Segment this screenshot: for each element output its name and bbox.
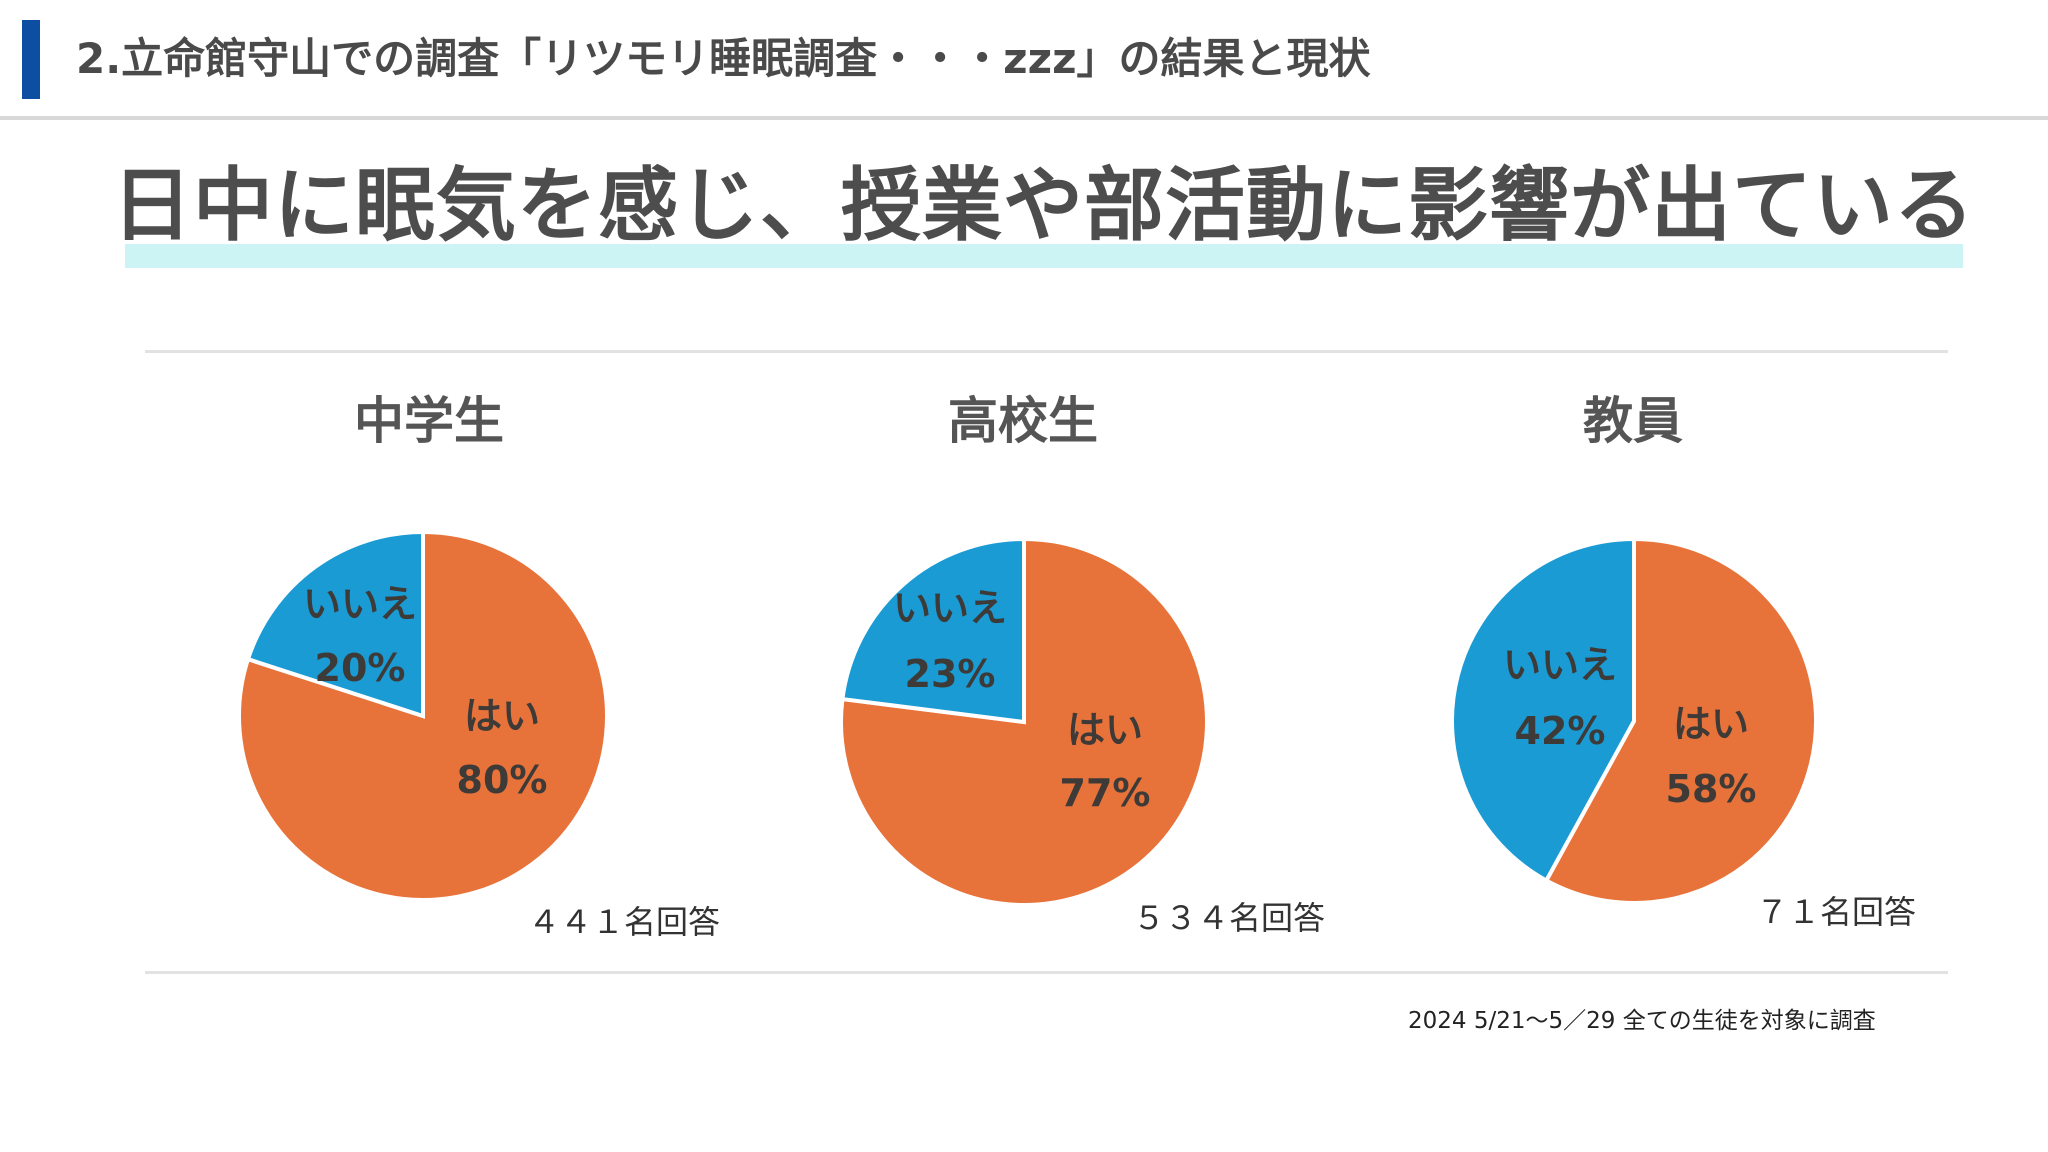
bottom-divider [145, 971, 1948, 974]
slice-label-no: いいえ [303, 582, 417, 626]
header-divider [0, 116, 2048, 120]
slice-label-no: いいえ [1503, 643, 1617, 687]
respondent-count: ７１名回答 [1756, 893, 1916, 931]
slice-value-no: 42% [1515, 709, 1606, 753]
title-highlight [125, 244, 1963, 268]
slice-label-yes: はい [1673, 702, 1749, 746]
top-divider [145, 350, 1948, 353]
slice-label-yes: はい [464, 694, 540, 738]
pie-slice-no [245, 529, 425, 719]
pie-slice-no [840, 536, 1026, 725]
pie-slice-yes [237, 529, 609, 902]
respondent-count: ４４１名回答 [528, 903, 720, 941]
slice-value-yes: 58% [1666, 767, 1757, 811]
pie-slice-yes [839, 536, 1209, 907]
header-title: 2.立命館守山での調査「リツモリ睡眠調査・・・zzz」の結果と現状 [76, 34, 1371, 83]
header-accent-bar [22, 20, 40, 99]
pie-chart-teachers: 教員 いいえ 42% はい 58% ７１名回答 [1450, 392, 1916, 931]
main-title: 日中に眠気を感じ、授業や部活動に影響が出ている [112, 159, 1975, 252]
slice-value-no: 20% [315, 646, 406, 690]
pie-chart-high-school: 高校生 いいえ 23% はい 77% ５３４名回答 [839, 392, 1325, 937]
pie-chart-junior-high: 中学生 いいえ 20% はい 80% ４４１名回答 [237, 392, 720, 941]
respondent-count: ５３４名回答 [1133, 899, 1325, 937]
slice-label-no: いいえ [893, 586, 1007, 630]
slice-label-yes: はい [1067, 708, 1143, 752]
pie-title: 高校生 [948, 392, 1098, 450]
survey-footnote: 2024 5/21〜5／29 全ての生徒を対象に調査 [1408, 1008, 1876, 1034]
slice-value-yes: 77% [1060, 771, 1151, 815]
pie-title: 教員 [1583, 392, 1683, 450]
pie-slice-no [1450, 536, 1636, 884]
slice-value-yes: 80% [457, 758, 548, 802]
pie-title: 中学生 [354, 392, 504, 450]
slice-value-no: 23% [905, 652, 996, 696]
pie-slice-yes [1543, 536, 1818, 905]
